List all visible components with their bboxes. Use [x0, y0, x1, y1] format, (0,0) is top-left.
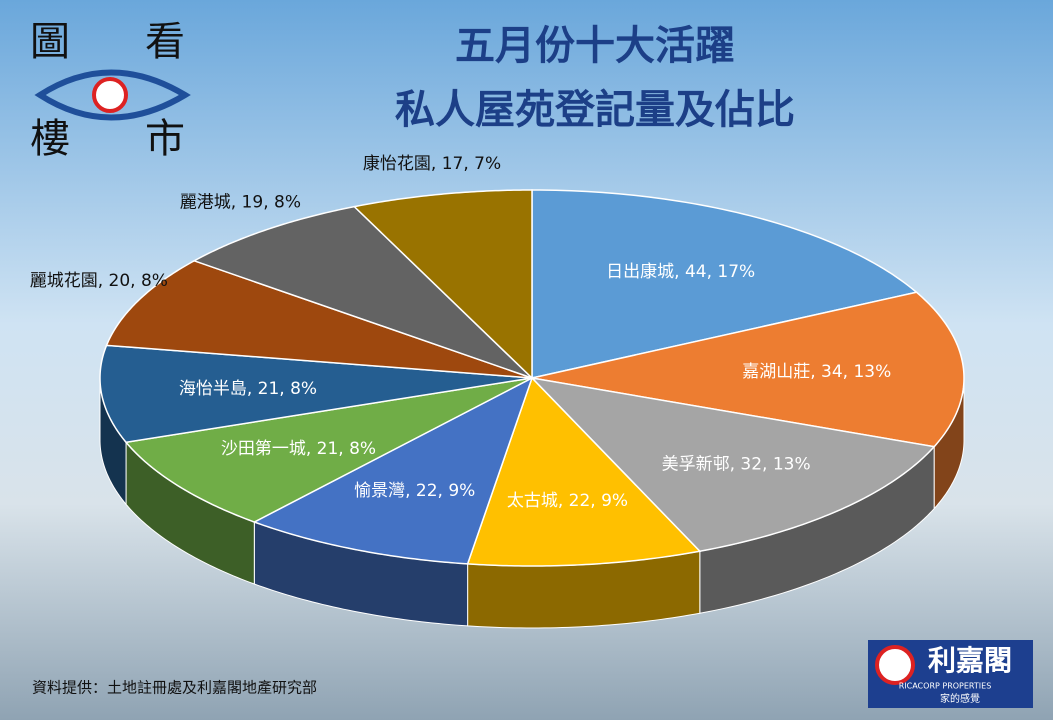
category-name: 日出康城: [606, 262, 674, 282]
slice: [124, 377, 533, 523]
data-label: 康怡花園, 17, 7%: [363, 154, 501, 174]
value-label: , 20, 8%: [98, 271, 168, 291]
logo-char: 看: [145, 19, 185, 65]
slice: [529, 376, 936, 553]
source-note: 資料提供：土地註冊處及利嘉閣地產研究部: [32, 679, 317, 697]
chart-title: 五月份十大活躍: [455, 23, 735, 69]
brand-logo: 利嘉閣 RICACORP PROPERTIES 家的感覺: [868, 640, 1033, 708]
slice: [99, 344, 533, 444]
logo: 圖 看 樓 市: [30, 19, 191, 162]
slice: [531, 291, 965, 448]
brand-slogan: 家的感覺: [940, 692, 980, 705]
category-name: 美孚新邨: [662, 455, 730, 475]
value-label: , 32, 13%: [730, 455, 811, 475]
category-name: 康怡花園: [363, 154, 431, 174]
slice: [466, 376, 702, 567]
value-label: , 17, 7%: [431, 154, 501, 174]
category-name: 嘉湖山莊: [742, 362, 810, 382]
chart-title: 私人屋苑登記量及佔比: [395, 87, 795, 133]
data-label: 美孚新邨, 32, 13%: [662, 455, 811, 475]
category-name: 麗港城: [180, 193, 231, 213]
value-label: , 22, 9%: [558, 491, 628, 511]
category-name: 沙田第一城: [221, 439, 306, 459]
slice: [192, 205, 533, 379]
data-label: 海怡半島, 21, 8%: [179, 379, 317, 399]
value-label: , 21, 8%: [247, 379, 317, 399]
data-label: 日出康城, 44, 17%: [606, 262, 755, 282]
category-name: 海怡半島: [179, 379, 247, 399]
data-label: 麗港城, 19, 8%: [180, 193, 301, 213]
slice: [105, 259, 533, 379]
value-label: , 21, 8%: [306, 439, 376, 459]
category-name: 太古城: [507, 491, 558, 511]
slice: [531, 189, 919, 379]
value-label: , 34, 13%: [810, 362, 891, 382]
data-label: 麗城花園, 20, 8%: [30, 271, 168, 291]
brand-name: 利嘉閣: [928, 644, 1012, 677]
data-label: 沙田第一城, 21, 8%: [221, 439, 376, 459]
value-label: , 19, 8%: [231, 193, 301, 213]
data-label: 愉景灣, 22, 9%: [354, 481, 475, 501]
logo-char: 市: [145, 116, 185, 162]
slice: [352, 189, 533, 380]
value-label: , 22, 9%: [405, 481, 475, 501]
value-label: , 44, 17%: [674, 262, 755, 282]
logo-char: 圖: [30, 19, 70, 65]
category-name: 愉景灣: [354, 481, 405, 501]
brand-english: RICACORP PROPERTIES: [899, 682, 992, 691]
pie: 日出康城, 44, 17% 嘉湖山莊, 34, 13% 美孚新邨, 32, 13% 太…: [30, 154, 965, 629]
data-label: 嘉湖山莊, 34, 13%: [742, 362, 891, 382]
slice: [252, 376, 534, 565]
category-name: 麗城花園: [30, 271, 98, 291]
logo-char: 樓: [30, 116, 70, 162]
data-label: 太古城, 22, 9%: [507, 491, 628, 511]
